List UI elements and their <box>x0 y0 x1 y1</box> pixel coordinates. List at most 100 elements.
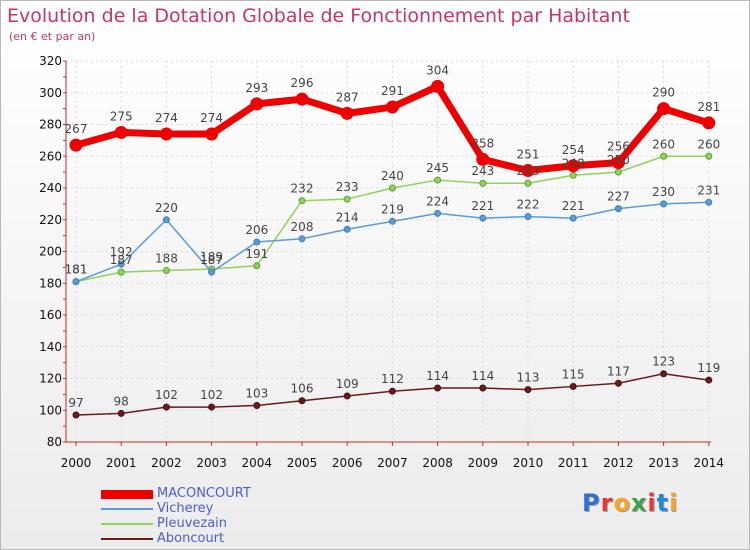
label-maconcourt-2010: 251 <box>517 148 540 162</box>
label-maconcourt-2003: 274 <box>200 111 223 125</box>
point-aboncourt-2014 <box>705 376 713 384</box>
y-axis-ticks: 80 100 120 140 160 180 200 220 240 260 280 300 320 <box>39 54 62 449</box>
label-maconcourt-2007: 291 <box>381 84 404 98</box>
label-maconcourt-2000: 267 <box>65 122 88 136</box>
point-pleuvezain-2005 <box>298 197 306 205</box>
label-vicherey-2001: 192 <box>110 245 133 259</box>
logo-letter: t <box>656 489 670 517</box>
point-vicherey-2011 <box>569 214 577 222</box>
label-aboncourt-2006: 109 <box>336 377 359 391</box>
label-pleuvezain-2007: 240 <box>381 169 404 183</box>
point-pleuvezain-2011 <box>569 171 577 179</box>
x-tick-label-2013: 2013 <box>648 456 679 470</box>
label-aboncourt-2001: 98 <box>114 394 129 408</box>
label-maconcourt-2005: 296 <box>291 76 314 90</box>
point-aboncourt-2004 <box>253 401 261 409</box>
y-tick-label-220: 220 <box>39 213 62 227</box>
point-maconcourt-2001 <box>114 125 128 139</box>
point-pleuvezain-2012 <box>614 168 622 176</box>
legend-item-maconcourt[interactable]: MACONCOURT <box>101 486 361 501</box>
label-pleuvezain-2006: 233 <box>336 180 359 194</box>
gridlines <box>66 60 711 443</box>
label-maconcourt-2009: 258 <box>471 136 494 150</box>
point-vicherey-2004 <box>253 238 261 246</box>
label-aboncourt-2014: 119 <box>697 361 720 375</box>
x-tick-label-2000: 2000 <box>61 456 92 470</box>
point-maconcourt-2010 <box>521 164 535 178</box>
y-tick-label-120: 120 <box>39 372 62 386</box>
point-aboncourt-2013 <box>660 370 668 378</box>
point-maconcourt-2009 <box>476 152 490 166</box>
label-pleuvezain-2013: 260 <box>652 137 675 151</box>
x-tick-label-2007: 2007 <box>377 456 408 470</box>
point-maconcourt-2012 <box>611 156 625 170</box>
label-maconcourt-2006: 287 <box>336 90 359 104</box>
x-tick-label-2012: 2012 <box>603 456 634 470</box>
label-maconcourt-2012: 256 <box>607 140 630 154</box>
point-pleuvezain-2002 <box>162 267 170 275</box>
label-aboncourt-2003: 102 <box>200 388 223 402</box>
point-aboncourt-2011 <box>569 382 577 390</box>
x-tick-label-2004: 2004 <box>242 456 273 470</box>
logo-letter: x <box>630 489 648 517</box>
label-aboncourt-2013: 123 <box>652 355 675 369</box>
point-vicherey-2000 <box>72 278 80 286</box>
legend-item-vicherey[interactable]: Vicherey <box>101 501 361 516</box>
label-aboncourt-2002: 102 <box>155 388 178 402</box>
y-tick-label-300: 300 <box>39 86 62 100</box>
x-axis-ticks: 2000 2001 2002 2003 2004 2005 2006 2007 2008 2009… <box>61 456 724 470</box>
label-vicherey-2004: 206 <box>245 223 268 237</box>
point-maconcourt-2008 <box>431 79 445 93</box>
label-vicherey-2000: 181 <box>65 263 88 277</box>
x-tick-label-2011: 2011 <box>558 456 589 470</box>
point-maconcourt-2004 <box>250 97 264 111</box>
logo-letter: o <box>613 489 631 517</box>
legend-label-aboncourt: Aboncourt <box>157 531 225 546</box>
label-pleuvezain-2005: 232 <box>291 182 314 196</box>
legend-swatch-aboncourt <box>101 538 153 540</box>
label-pleuvezain-2012: 250 <box>607 153 630 167</box>
label-pleuvezain-2009: 243 <box>471 164 494 178</box>
point-aboncourt-2007 <box>388 387 396 395</box>
point-vicherey-2014 <box>705 198 713 206</box>
chart-title: Evolution de la Dotation Globale de Fonc… <box>7 5 630 27</box>
data-labels: 97 98 102 102 103 106 109 112 114 114 113 115 117 123… <box>65 63 721 410</box>
legend-item-pleuvezain[interactable]: Pleuvezain <box>101 516 361 531</box>
logo-letter: i <box>647 489 657 517</box>
legend-swatch-maconcourt <box>101 489 153 499</box>
label-maconcourt-2001: 275 <box>110 109 133 123</box>
legend-label-maconcourt: MACONCOURT <box>157 486 251 501</box>
x-tick-label-2006: 2006 <box>332 456 363 470</box>
y-tick-label-320: 320 <box>39 54 62 68</box>
label-pleuvezain-2008: 245 <box>426 161 449 175</box>
proxiti-logo: Proxiti <box>582 489 678 517</box>
logo-letter: P <box>582 489 601 517</box>
x-tick-label-2010: 2010 <box>513 456 544 470</box>
label-maconcourt-2008: 304 <box>426 63 449 77</box>
label-maconcourt-2004: 293 <box>245 81 268 95</box>
point-vicherey-2002 <box>162 216 170 224</box>
point-aboncourt-2012 <box>614 379 622 387</box>
point-maconcourt-2011 <box>566 159 580 173</box>
point-maconcourt-2013 <box>657 102 671 116</box>
label-aboncourt-2007: 112 <box>381 372 404 386</box>
point-maconcourt-2014 <box>702 116 716 130</box>
label-vicherey-2009: 221 <box>471 199 494 213</box>
label-aboncourt-2005: 106 <box>291 382 314 396</box>
y-tick-label-280: 280 <box>39 118 62 132</box>
label-aboncourt-2010: 113 <box>517 371 540 385</box>
point-aboncourt-2003 <box>208 403 216 411</box>
point-aboncourt-2009 <box>479 384 487 392</box>
label-vicherey-2007: 219 <box>381 202 404 216</box>
x-tick-label-2002: 2002 <box>151 456 182 470</box>
point-pleuvezain-2006 <box>343 195 351 203</box>
logo-letter: r <box>600 489 614 517</box>
label-aboncourt-2008: 114 <box>426 369 449 383</box>
point-aboncourt-2001 <box>117 409 125 417</box>
label-pleuvezain-2004: 191 <box>245 247 268 261</box>
legend-item-aboncourt[interactable]: Aboncourt <box>101 531 361 546</box>
logo-letter: i <box>669 489 679 517</box>
label-vicherey-2010: 222 <box>517 198 540 212</box>
